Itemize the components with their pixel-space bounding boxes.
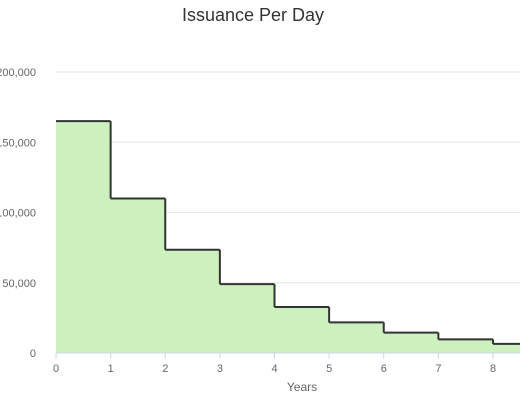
y-tick-label: 0 xyxy=(30,348,36,360)
x-tick-label: 1 xyxy=(108,363,114,375)
x-tick-label: 5 xyxy=(326,363,332,375)
y-tick-label: 100,000 xyxy=(0,208,36,220)
x-tick-label: 3 xyxy=(217,363,223,375)
y-tick-label: 150,000 xyxy=(0,137,36,149)
series-area-fill xyxy=(56,121,520,353)
x-tick-label: 0 xyxy=(53,363,59,375)
chart-title: Issuance Per Day xyxy=(182,5,324,25)
axes: 0 50,000 100,000 150,000 200,000 0 1 2 3 4 5 6 7 8 xyxy=(0,67,520,375)
x-tick-label: 4 xyxy=(271,363,277,375)
x-tick-label: 2 xyxy=(162,363,168,375)
x-tick-label: 6 xyxy=(381,363,387,375)
x-tick-label: 8 xyxy=(490,363,496,375)
y-tick-label: 50,000 xyxy=(2,278,36,290)
y-tick-label: 200,000 xyxy=(0,67,36,79)
x-axis-title: Years xyxy=(287,380,317,394)
x-tick-label: 7 xyxy=(435,363,441,375)
plot-area xyxy=(56,120,520,353)
